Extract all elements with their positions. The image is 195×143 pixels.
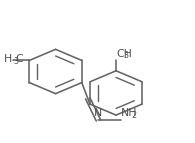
Text: 3: 3 [14, 57, 19, 66]
Text: 2: 2 [131, 111, 136, 120]
Text: NH: NH [121, 108, 138, 118]
Text: C: C [16, 54, 23, 64]
Text: 3: 3 [123, 51, 129, 60]
Text: N: N [94, 108, 103, 118]
Text: H: H [4, 54, 12, 64]
Text: CH: CH [116, 49, 132, 59]
